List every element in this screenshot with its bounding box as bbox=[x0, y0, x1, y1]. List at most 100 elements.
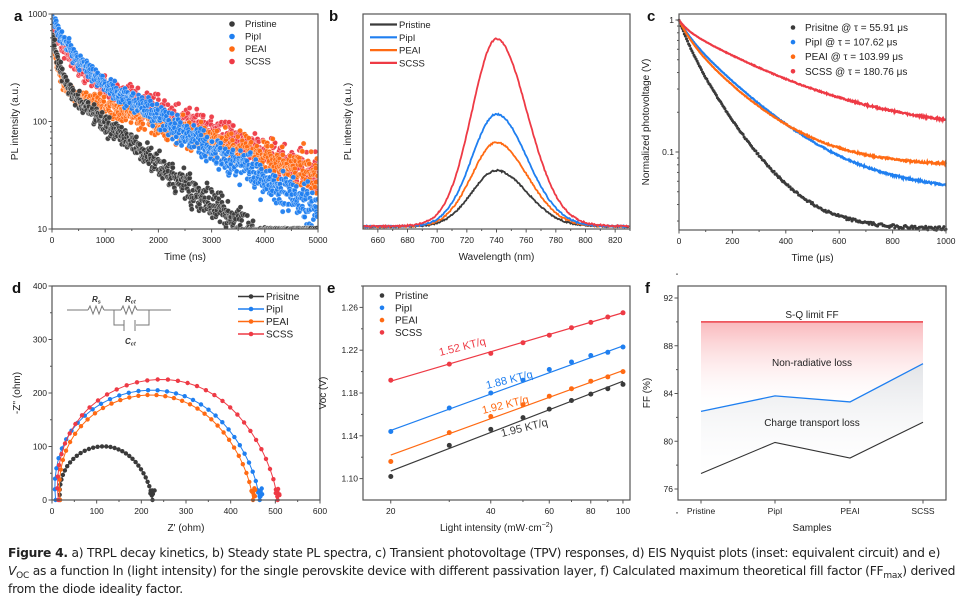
y-axis-label: FF (%) bbox=[642, 378, 653, 409]
data-point bbox=[106, 114, 113, 121]
x-label-end: ) bbox=[550, 523, 553, 534]
data-point bbox=[253, 478, 258, 484]
data-point bbox=[169, 110, 175, 117]
data-point bbox=[754, 149, 758, 153]
series-scss bbox=[55, 377, 282, 503]
data-point bbox=[258, 494, 263, 499]
x-tick-label: 600 bbox=[832, 236, 846, 246]
data-point bbox=[226, 427, 231, 432]
data-point bbox=[259, 447, 264, 452]
panel-d-nyquist: 0 100 200 300 400 500 600 0 100 200 300 400 Z' (ohm)… bbox=[12, 280, 327, 534]
data-point bbox=[76, 67, 83, 73]
data-point bbox=[149, 102, 156, 108]
y-tick-label: 1.22 bbox=[341, 345, 358, 355]
data-point bbox=[111, 78, 118, 84]
data-point bbox=[202, 411, 207, 416]
data-point bbox=[446, 442, 452, 448]
y-tick-label: 100 bbox=[33, 442, 47, 452]
legend-marker-peai bbox=[379, 317, 385, 323]
legend-label-pipi: PipI bbox=[399, 33, 415, 44]
data-point bbox=[293, 183, 300, 190]
x-tick-label: 740 bbox=[489, 235, 503, 245]
y-tick-label: 92 bbox=[664, 293, 674, 303]
data-point bbox=[145, 378, 150, 383]
data-point bbox=[144, 139, 151, 146]
data-point bbox=[206, 407, 211, 412]
data-point bbox=[304, 190, 311, 197]
data-point bbox=[306, 160, 313, 167]
data-point bbox=[130, 456, 135, 461]
data-point bbox=[191, 143, 197, 150]
data-point bbox=[67, 439, 73, 445]
data-point bbox=[268, 143, 275, 149]
legend-label-pristine: Pristine bbox=[395, 291, 429, 302]
panel-c-tpv: 0 200 400 600 800 1000 1 0.1 Time (μs) Normalized… bbox=[641, 8, 956, 264]
data-point bbox=[202, 153, 208, 159]
data-point bbox=[92, 411, 98, 416]
data-point bbox=[252, 486, 257, 491]
data-point bbox=[605, 314, 611, 320]
y-tick-label: 1.18 bbox=[341, 388, 358, 398]
data-point bbox=[52, 36, 58, 43]
x-tick-label: 0 bbox=[677, 236, 682, 246]
legend-marker-pipi bbox=[790, 39, 796, 45]
data-point bbox=[258, 166, 265, 172]
data-point bbox=[238, 217, 245, 224]
data-point bbox=[314, 213, 318, 220]
legend-marker-pristine bbox=[379, 293, 385, 298]
panel-b-pl: 660 680 700 720 740 760 780 800 820 Wavelength (n… bbox=[329, 8, 631, 263]
data-point bbox=[185, 380, 190, 386]
data-point bbox=[70, 87, 77, 94]
data-point bbox=[620, 344, 626, 350]
data-point bbox=[588, 319, 594, 325]
data-point bbox=[170, 164, 176, 171]
data-point bbox=[236, 453, 241, 458]
legend-label-scss: SCSS bbox=[266, 330, 294, 341]
x-tick-label: 4000 bbox=[255, 235, 274, 245]
data-point bbox=[71, 456, 76, 462]
legend-marker-peai bbox=[790, 54, 796, 59]
data-point bbox=[182, 394, 187, 399]
data-point bbox=[220, 398, 225, 404]
wire bbox=[136, 310, 150, 326]
data-point bbox=[569, 386, 574, 392]
data-point bbox=[219, 192, 225, 199]
data-point bbox=[237, 147, 244, 154]
data-point bbox=[279, 144, 286, 150]
data-point bbox=[569, 359, 574, 365]
data-point bbox=[232, 434, 237, 440]
data-point bbox=[95, 398, 101, 403]
y-tick-label: 0 bbox=[42, 495, 47, 505]
data-point bbox=[163, 394, 168, 399]
legend-marker-pipi bbox=[229, 33, 235, 40]
data-point bbox=[109, 401, 114, 406]
panel-label-f: f bbox=[645, 280, 651, 297]
data-point bbox=[57, 59, 64, 65]
data-point bbox=[128, 119, 134, 126]
data-point bbox=[165, 377, 171, 382]
x-tick-label: PEAI bbox=[840, 506, 859, 516]
data-point bbox=[55, 474, 60, 479]
data-point bbox=[221, 430, 226, 435]
x-tick-label: 40 bbox=[486, 506, 496, 516]
legend-label-peai: PEAI bbox=[266, 317, 289, 328]
data-point bbox=[180, 111, 186, 118]
data-point bbox=[314, 155, 318, 162]
data-point bbox=[308, 148, 314, 155]
data-point bbox=[588, 391, 594, 397]
data-point bbox=[97, 90, 103, 97]
data-point bbox=[104, 444, 109, 449]
data-point bbox=[135, 85, 141, 91]
data-point bbox=[388, 459, 394, 464]
data-point bbox=[91, 445, 96, 450]
data-point bbox=[241, 420, 247, 425]
x-tick-label: 100 bbox=[90, 506, 104, 516]
data-point bbox=[198, 132, 204, 138]
y-tick-label: 10 bbox=[38, 224, 48, 234]
y-tick-label: 1.14 bbox=[341, 431, 358, 441]
legend-label-pipi: PipI @ τ = 107.62 μs bbox=[805, 38, 897, 49]
data-point bbox=[225, 198, 231, 205]
legend-marker-pristine bbox=[248, 294, 254, 299]
x-tick-label: Pristine bbox=[687, 506, 716, 516]
y-tick-label: 1000 bbox=[28, 9, 47, 19]
